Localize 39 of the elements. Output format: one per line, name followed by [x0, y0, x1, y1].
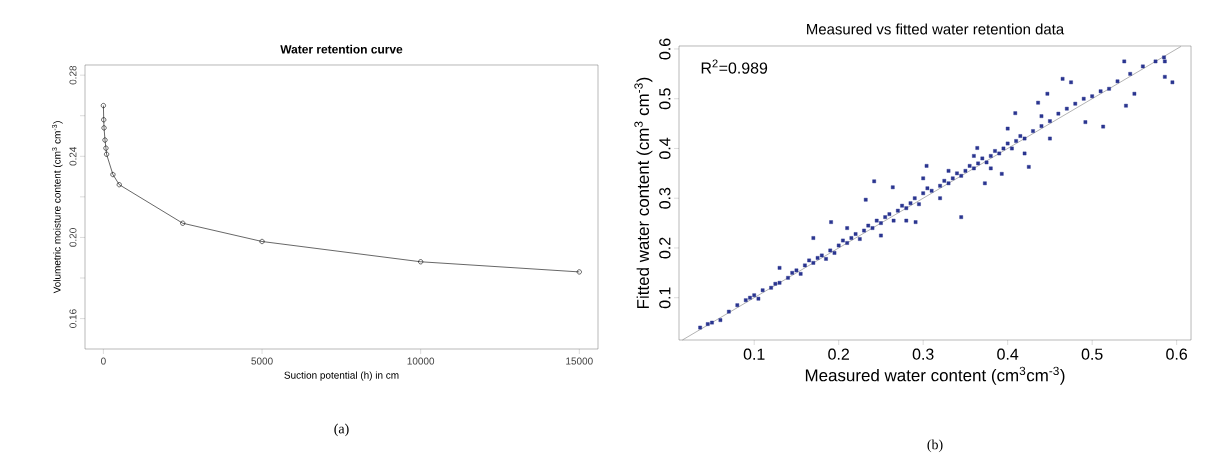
- point: [418, 259, 424, 265]
- chart-title: Water retention curve: [280, 44, 403, 54]
- y-tick-label: 0.2: [659, 237, 671, 259]
- y-tick-label: 0.3: [659, 187, 671, 209]
- point: [102, 137, 108, 143]
- text: (a): [334, 423, 349, 437]
- x-tick-label: 0.3: [912, 348, 934, 360]
- y-tick-label: 0.20: [69, 228, 77, 247]
- y-axis-title: Fitted water content (cm$^{3}$ cm$^{-3}$): [634, 77, 653, 308]
- x-tick-label: 0.2: [828, 348, 849, 360]
- x-tick-label: 0.1: [743, 348, 765, 360]
- x-tick-label: 5000: [251, 357, 273, 365]
- y-tick-label: 0.24: [69, 146, 77, 166]
- point: [180, 220, 186, 226]
- x-axis-title: Suction potential (h) in cm: [284, 371, 399, 381]
- point: [103, 145, 109, 151]
- x-tick-label: 0.5: [1081, 348, 1103, 360]
- point: [104, 151, 110, 157]
- y-tick-label: 0.16: [69, 309, 77, 328]
- point: [259, 238, 265, 244]
- x-tick-label: 0.4: [997, 348, 1019, 360]
- y-tick-label: 0.6: [659, 38, 671, 60]
- x-tick-label: 0.6: [1166, 348, 1188, 360]
- x-axis-title: Measured water content (cm$^{3}$cm$^{-3}$): [805, 366, 1065, 385]
- x-tick-label: 10000: [407, 357, 435, 365]
- chart-title: Measured vs fitted water retention data: [807, 23, 1065, 35]
- point: [116, 182, 122, 188]
- point: [101, 117, 107, 123]
- y-tick-label: 0.28: [69, 65, 77, 85]
- x-tick-label: 15000: [566, 357, 593, 365]
- y-tick-label: 0.4: [659, 137, 671, 159]
- y-axis-title: Volumetric moisture content (cm$^{3}$ cm$^{-3}$): [52, 121, 63, 294]
- y-tick-label: 0.5: [659, 88, 671, 110]
- y-tick-label: 0.1: [659, 287, 671, 309]
- point: [101, 125, 107, 131]
- x-tick-label: 0: [101, 357, 106, 365]
- text: (b): [927, 439, 943, 453]
- annotation: R$^{2}$=0.989: [701, 59, 768, 74]
- point: [110, 172, 116, 178]
